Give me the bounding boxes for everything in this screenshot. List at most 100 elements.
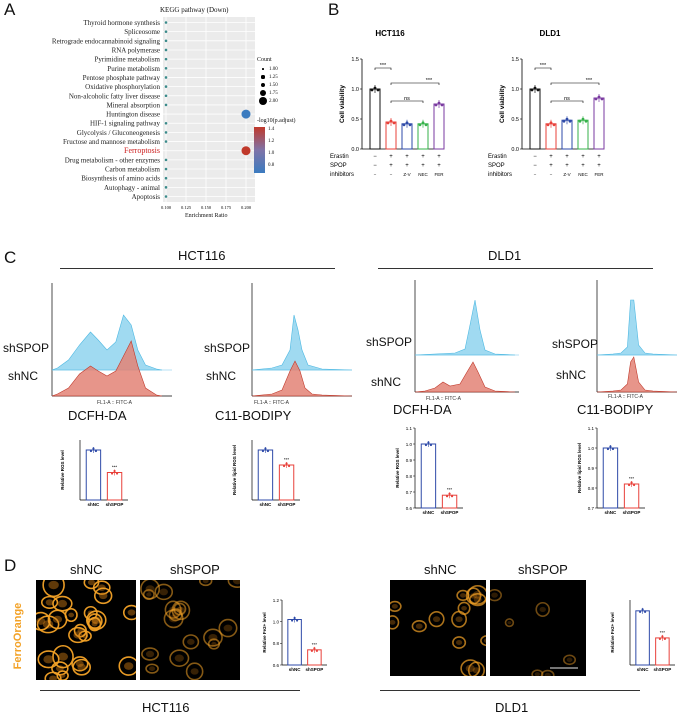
hct-c11-axis: FL1-A :: FITC-A: [254, 400, 290, 406]
condition-cell: −: [373, 154, 377, 160]
replicate-dot: [584, 119, 588, 123]
hct-fe-bar-chart: 1.2 1.0 0.8 0.6 Relative Fe2+ level shNC shSPO…: [262, 598, 327, 672]
y-axis-label: Relative Fe2+ level: [610, 612, 615, 652]
kegg-dot: [241, 109, 251, 119]
viability-bar: [433, 103, 445, 150]
kegg-pathway-label: Retrograde endocannabinoid signaling: [52, 37, 161, 45]
hct-dcfh-axis: FL1-A :: FITC-A: [97, 400, 133, 406]
cell-body: [73, 631, 83, 639]
padj-legend-title: -log10(p.adjust): [257, 118, 296, 124]
cell-body: [455, 640, 463, 645]
condition-row-label: SPOP: [330, 163, 347, 169]
c-dld-title: DLD1: [488, 248, 522, 263]
cell-outline: [227, 580, 240, 588]
replicate-dot: [600, 97, 604, 101]
cell-outline: [72, 658, 91, 676]
replicate-dot: [609, 445, 612, 448]
condition-cell: +: [549, 163, 553, 169]
replicate-dot: [89, 449, 93, 453]
kegg-dot: [164, 103, 168, 107]
kegg-title: KEGG pathway (Down): [160, 6, 229, 14]
condition-cell: NEC: [578, 172, 588, 177]
y-tick-label: 1.0: [406, 442, 413, 447]
count-legend-dot: [260, 82, 266, 88]
kegg-pathway-label: Autophagy - animal: [104, 184, 160, 192]
condition-cell: +: [549, 154, 553, 160]
cell-outline: [85, 610, 107, 631]
cell-outline: [52, 644, 74, 669]
cell-body: [91, 618, 99, 624]
replicate-dot: [565, 117, 569, 121]
replicate-dot: [313, 647, 316, 650]
replicate-dot: [291, 619, 294, 622]
ns-bracket: [550, 100, 584, 103]
replicate-dot: [658, 637, 661, 641]
x-category-label: shSPOP: [106, 502, 124, 507]
sig-label: ***: [284, 457, 290, 462]
y-tick-label: 0.7: [406, 490, 413, 495]
cell-outline: [460, 659, 481, 676]
replicate-dot: [373, 86, 377, 90]
cell-body: [127, 609, 136, 616]
cell-outline: [118, 656, 136, 676]
cell-body: [484, 638, 486, 643]
kegg-pathway-label: Huntington disease: [106, 111, 160, 119]
cell-body: [491, 592, 498, 598]
cell-outline: [531, 669, 544, 676]
sig-bracket: [534, 67, 552, 70]
sig-label: ***: [540, 63, 547, 69]
cell-body: [534, 672, 541, 676]
c-hct-title: HCT116: [178, 248, 226, 263]
bar: [655, 637, 670, 666]
condition-cell: +: [405, 163, 409, 169]
cell-outline: [390, 600, 402, 612]
kegg-pathway-label: HIF-1 signaling pathway: [90, 120, 160, 128]
condition-cell: +: [389, 163, 393, 169]
count-legend-dot: [259, 97, 267, 105]
replicate-dot: [663, 637, 666, 641]
replicate-dot: [261, 449, 265, 453]
bar: [635, 610, 650, 666]
condition-cell: −: [374, 172, 377, 177]
cell-outline: [37, 650, 60, 669]
kegg-xtick: 0.125: [181, 205, 192, 210]
cell-body: [174, 654, 184, 662]
replicate-dot: [408, 123, 412, 127]
condition-cell: −: [534, 172, 537, 177]
cell-outline: [87, 613, 103, 629]
condition-cell: +: [421, 163, 425, 169]
condition-cell: +: [405, 154, 409, 160]
cell-outline: [535, 601, 550, 617]
cell-body: [145, 585, 155, 593]
dld-c11-shnc-peak: [596, 356, 678, 393]
condition-cell: −: [550, 172, 553, 177]
y-tick-label: 0.9: [588, 466, 595, 471]
sig-bracket: [550, 82, 600, 85]
kegg-pathway-label: Apoptosis: [132, 193, 161, 201]
kegg-dot: [164, 21, 168, 24]
kegg-pathway-label: RNA polymerase: [112, 46, 160, 54]
cell-body: [45, 599, 54, 606]
y-tick-label: 0.5: [351, 117, 359, 123]
cell-body: [223, 624, 233, 632]
kegg-pathway-label: Mineral absorption: [107, 101, 161, 109]
sig-bracket: [390, 82, 440, 85]
bar: [287, 619, 302, 666]
d-hct-rule: [40, 690, 300, 691]
hct-dcfh-shnc-peak: [51, 340, 163, 397]
condition-cell: −: [533, 163, 537, 169]
replicate-dot: [533, 86, 537, 90]
hct-c11-shnc-peak: [251, 360, 353, 397]
cell-outline: [457, 601, 471, 615]
kegg-dot: [164, 121, 168, 125]
kegg-dot: [164, 186, 168, 189]
dld-ros-bar-chart: 1.1 1.0 0.9 0.8 0.7 0.6 Relative ROS level shNC…: [395, 426, 463, 515]
hct-ros-bar-chart: Relative ROS level shNC shSPOP ***: [60, 440, 128, 507]
condition-row-label: SPOP: [488, 163, 505, 169]
ns-bracket: [390, 100, 424, 103]
x-category-label: shNC: [289, 667, 302, 672]
kegg-pathway-label: Ferroptosis: [124, 146, 160, 155]
cell-body: [75, 660, 84, 667]
cell-body: [390, 619, 396, 625]
cell-body: [415, 623, 423, 629]
